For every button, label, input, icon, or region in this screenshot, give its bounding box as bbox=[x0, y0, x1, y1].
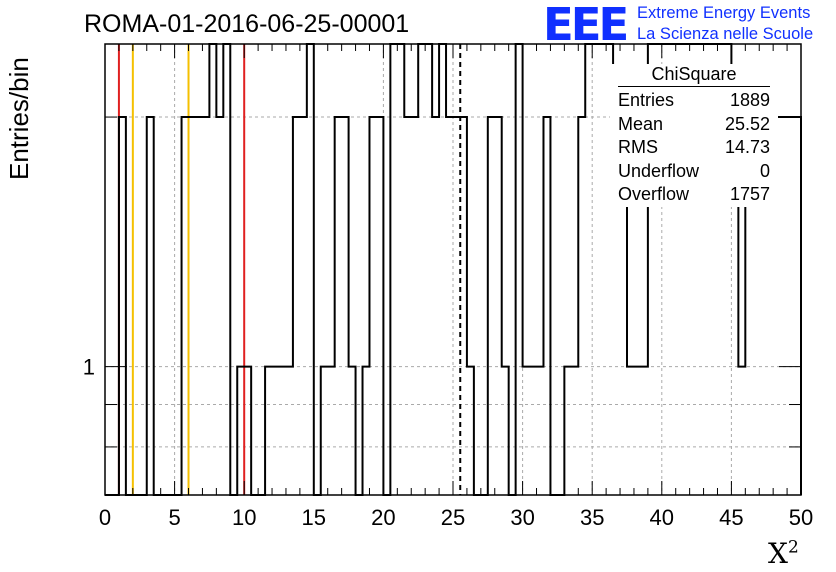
logo-line-2: La Scienza nelle Scuole bbox=[637, 25, 814, 43]
x-tick-label: 25 bbox=[441, 505, 465, 530]
stats-row-rms: RMS 14.73 bbox=[618, 137, 770, 157]
x-axis-label: X2 bbox=[768, 537, 799, 570]
y-tick-label: 1 bbox=[83, 355, 95, 380]
x-tick-label: 15 bbox=[302, 505, 326, 530]
stats-row-mean: Mean 25.52 bbox=[618, 113, 770, 134]
x-tick-label: 20 bbox=[371, 505, 395, 530]
stats-row-overflow: Overflow 1757 bbox=[618, 184, 770, 204]
run-title: ROMA-01-2016-06-25-00001 bbox=[84, 10, 410, 38]
x-tick-label: 5 bbox=[168, 505, 180, 530]
x-tick-label: 0 bbox=[99, 505, 111, 530]
logo-line-1: Extreme Energy Events bbox=[637, 4, 811, 22]
stats-row-underflow: Underflow 0 bbox=[618, 160, 770, 181]
x-tick-label: 30 bbox=[510, 505, 534, 530]
x-tick-label: 40 bbox=[650, 505, 674, 530]
y-axis-label: Entries/bin bbox=[4, 57, 34, 180]
stats-row-entries: Entries 1889 bbox=[618, 90, 770, 110]
x-tick-label: 35 bbox=[580, 505, 604, 530]
x-tick-label: 50 bbox=[789, 505, 813, 530]
eee-logo: EEE bbox=[543, 0, 629, 51]
stats-box: ChiSquare Entries 1889 Mean 25.52 RMS 14.73… bbox=[610, 64, 778, 207]
x-tick-label: 10 bbox=[232, 505, 256, 530]
stats-title: ChiSquare bbox=[618, 64, 770, 87]
x-tick-label: 45 bbox=[719, 505, 743, 530]
